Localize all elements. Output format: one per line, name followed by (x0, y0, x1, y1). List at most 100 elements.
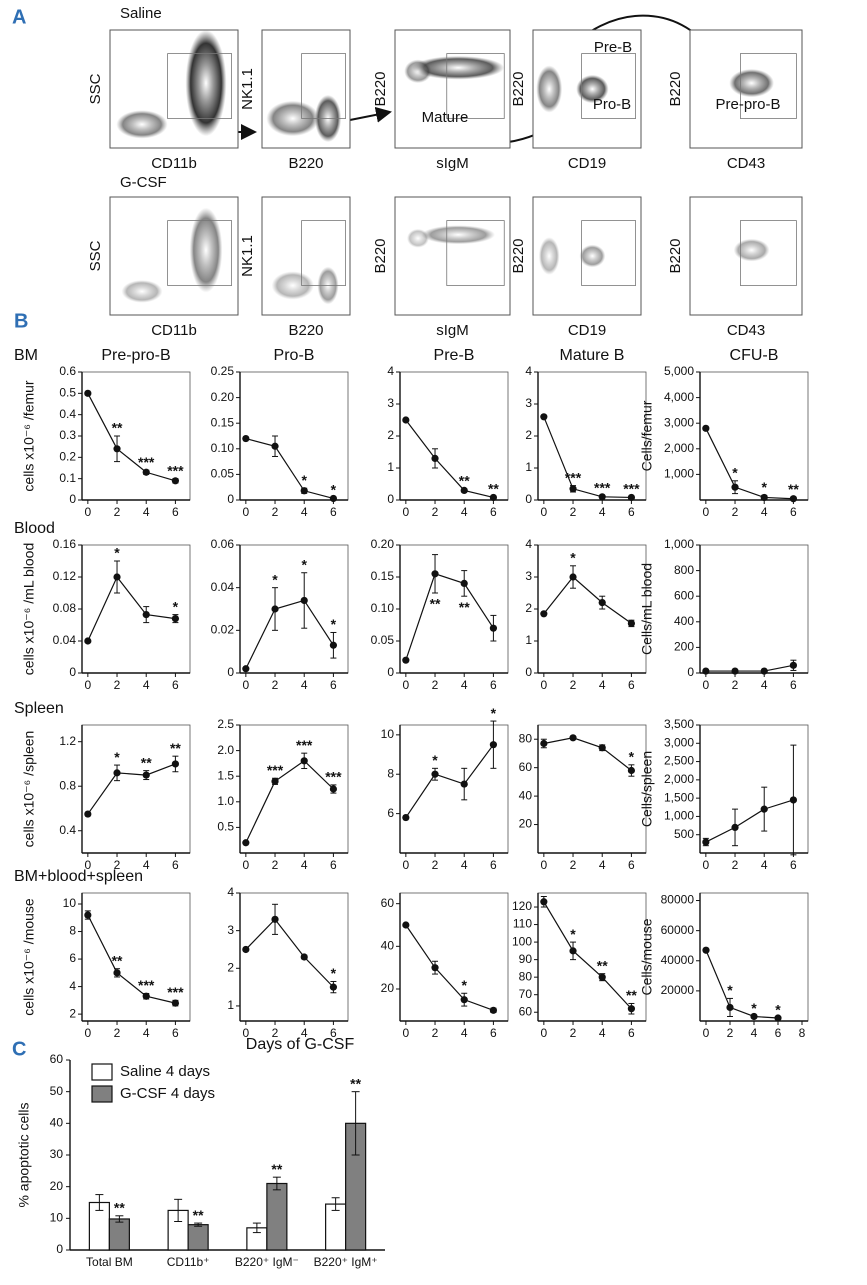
x-tick-label: 0 (84, 678, 91, 692)
y-tick-label: 4 (387, 364, 394, 378)
data-point (598, 599, 606, 607)
significance: * (570, 550, 576, 566)
x-tick-label: 0 (84, 505, 91, 519)
flow-x-label: CD19 (568, 155, 606, 172)
y-tick-label: 20 (381, 981, 395, 995)
y-tick-label: 10 (63, 896, 77, 910)
x-tick-label: 2 (432, 1026, 439, 1040)
data-point (627, 1005, 636, 1013)
data-line (245, 437, 334, 500)
x-tick-label: 0 (540, 858, 547, 872)
bar (108, 1218, 130, 1251)
significance: ** (459, 473, 470, 489)
y-tick-label: 1,000 (664, 809, 694, 823)
x-tick-label: 4 (143, 678, 150, 692)
significance: *** (594, 480, 611, 496)
row-label: BM+blood+spleen (14, 868, 143, 885)
data-point (300, 596, 308, 605)
chart-title: Pre-pro-B (101, 347, 170, 364)
x-tick-label: 2 (432, 505, 439, 519)
significance: ** (626, 987, 637, 1003)
cell-density (189, 207, 223, 293)
flow-x-label: B220 (288, 322, 323, 339)
data-point (760, 805, 768, 813)
x-tick-label: 4 (301, 858, 308, 872)
error-bar (351, 1091, 360, 1156)
x-tick-label: CD11b⁺ (167, 1255, 210, 1269)
x-tick-label: 0 (242, 858, 249, 872)
flow-y-label: B220 (667, 71, 684, 106)
data-point (329, 494, 338, 503)
x-tick-label: 2 (272, 505, 279, 519)
significance: * (331, 965, 337, 981)
data-line (245, 599, 334, 669)
significance: *** (167, 984, 184, 1000)
significance: *** (167, 462, 184, 478)
y-tick-label: 20 (50, 1179, 64, 1193)
y-axis-label: cells x10⁻⁶ /femur (21, 380, 37, 492)
data-point (84, 637, 92, 645)
y-axis-label: Cells/mL blood (639, 563, 655, 655)
x-tick-label: 0 (84, 858, 91, 872)
y-tick-label: 0 (56, 1242, 63, 1256)
y-tick-label: 0.5 (217, 820, 234, 834)
panel-letter: A (12, 6, 26, 28)
significance: *** (138, 454, 155, 470)
x-tick-label: 6 (172, 1026, 179, 1040)
x-tick-label: 4 (301, 505, 308, 519)
x-tick-label: 6 (330, 858, 337, 872)
data-point (242, 665, 250, 673)
flow-x-label: CD11b (151, 155, 197, 172)
data-point (569, 947, 577, 955)
y-tick-label: 4,000 (664, 390, 694, 404)
y-tick-label: 0.04 (211, 580, 235, 594)
x-tick-label: 2 (432, 678, 439, 692)
y-tick-label: 4 (525, 537, 532, 551)
x-tick-label: 2 (570, 505, 577, 519)
significance: *** (623, 481, 640, 497)
y-tick-label: 0 (227, 492, 234, 506)
y-tick-label: 0.16 (53, 537, 77, 551)
x-tick-label: 4 (599, 505, 606, 519)
data-point (431, 770, 439, 778)
data-point (402, 921, 410, 929)
data-point (702, 667, 710, 675)
y-tick-label: 0.05 (371, 633, 395, 647)
y-tick-label: 40000 (661, 953, 695, 967)
data-point (540, 413, 548, 421)
significance: ** (430, 596, 441, 612)
flow-x-label: sIgM (436, 155, 469, 172)
data-point (789, 796, 798, 804)
significance: * (331, 616, 337, 632)
y-tick-label: 2.0 (217, 743, 234, 757)
data-point (489, 624, 498, 632)
significance: ** (459, 599, 470, 615)
y-tick-label: 100 (512, 934, 532, 948)
y-tick-label: 1 (525, 460, 532, 474)
data-point (431, 570, 439, 578)
flow-x-label: sIgM (436, 322, 469, 339)
y-tick-label: 2,000 (664, 772, 694, 786)
data-point (774, 1014, 782, 1022)
significance: ** (112, 420, 123, 436)
data-point (789, 661, 798, 669)
x-tick-label: 6 (172, 505, 179, 519)
y-tick-label: 0.5 (59, 386, 76, 400)
data-point (489, 493, 498, 502)
data-point (789, 495, 798, 503)
y-tick-label: 1,000 (664, 467, 694, 481)
data-line (405, 744, 494, 818)
y-tick-label: 0.25 (211, 364, 235, 378)
y-tick-label: 0 (687, 665, 694, 679)
y-tick-label: 6 (69, 951, 76, 965)
data-point (460, 579, 468, 588)
y-tick-label: 0.4 (59, 407, 76, 421)
cell-density (729, 68, 774, 98)
x-tick-label: 4 (751, 1026, 758, 1040)
x-tick-label: 0 (702, 678, 709, 692)
data-line (87, 914, 176, 1004)
x-tick-label: 6 (790, 505, 797, 519)
gate (581, 220, 636, 286)
x-tick-label: 2 (570, 1026, 577, 1040)
y-tick-label: 0.15 (211, 415, 235, 429)
